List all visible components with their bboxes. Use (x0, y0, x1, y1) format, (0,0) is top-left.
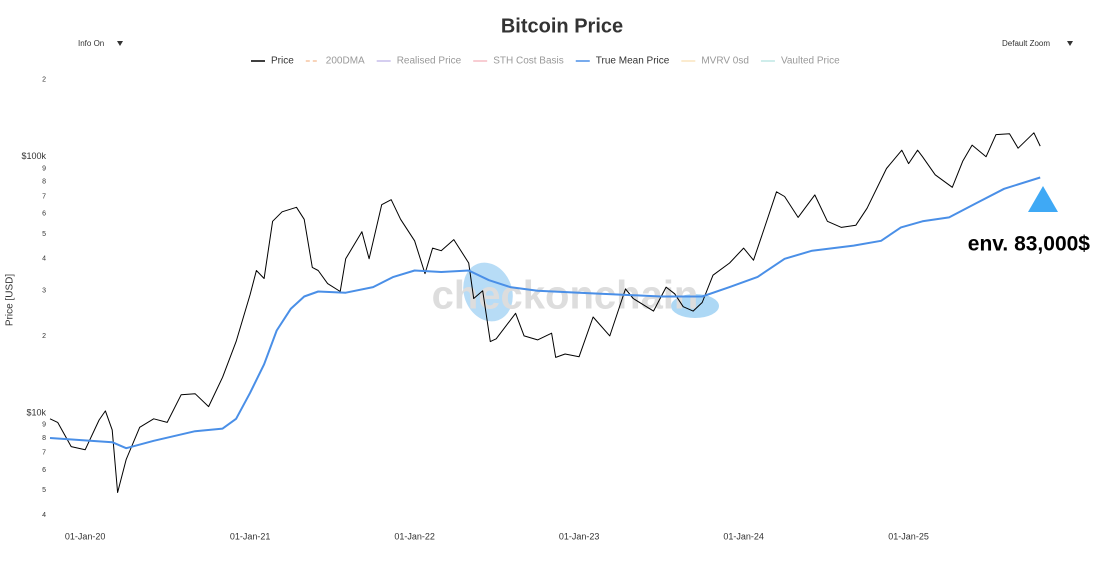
series-line (49, 176, 1041, 450)
x-tick-label: 01-Jan-25 (888, 531, 929, 541)
y-tick-label: $100k (21, 151, 46, 161)
y-axis-label: Price [USD] (5, 274, 16, 326)
legend-label[interactable]: Price (271, 56, 294, 67)
series-line (49, 132, 1041, 493)
y-tick-label: 2 (42, 76, 46, 83)
zoom-toggle[interactable]: Default Zoom (1002, 39, 1050, 48)
chart-title: Bitcoin Price (501, 15, 623, 37)
y-tick-label: 6 (42, 210, 46, 217)
dropdown-arrow (117, 41, 123, 46)
y-tick-label: 6 (42, 467, 46, 474)
highlight (463, 262, 513, 322)
y-tick-label: 5 (42, 487, 46, 494)
dropdown-arrow (1067, 41, 1073, 46)
annotation: env. 83,000$ (968, 233, 1091, 256)
y-tick-label: 9 (42, 422, 46, 429)
y-tick-label: 2 (42, 333, 46, 340)
y-tick-label: 3 (42, 288, 46, 295)
x-tick-label: 01-Jan-22 (394, 531, 435, 541)
legend-label[interactable]: True Mean Price (596, 56, 670, 67)
y-tick-label: 4 (42, 256, 46, 263)
info-toggle[interactable]: Info On (78, 39, 104, 48)
x-tick-label: 01-Jan-21 (230, 531, 271, 541)
legend-label[interactable]: 200DMA (326, 56, 365, 67)
legend-label[interactable]: Realised Price (397, 56, 462, 67)
x-tick-label: 01-Jan-23 (559, 531, 600, 541)
highlight (671, 294, 719, 318)
y-tick-label: 4 (42, 512, 46, 519)
y-tick-label: 8 (42, 178, 46, 185)
legend-label[interactable]: STH Cost Basis (493, 56, 564, 67)
legend-label[interactable]: Vaulted Price (781, 56, 840, 67)
x-tick-label: 01-Jan-20 (65, 531, 106, 541)
y-tick-label: 7 (42, 450, 46, 457)
y-tick-label: 8 (42, 435, 46, 442)
legend-label[interactable]: MVRV 0sd (701, 56, 749, 67)
y-tick-label: 7 (42, 193, 46, 200)
y-tick-label: 5 (42, 231, 46, 238)
y-tick-label: 9 (42, 165, 46, 172)
marker-triangle (1028, 186, 1058, 212)
x-tick-label: 01-Jan-24 (723, 531, 764, 541)
y-tick-label: $10k (26, 407, 46, 417)
